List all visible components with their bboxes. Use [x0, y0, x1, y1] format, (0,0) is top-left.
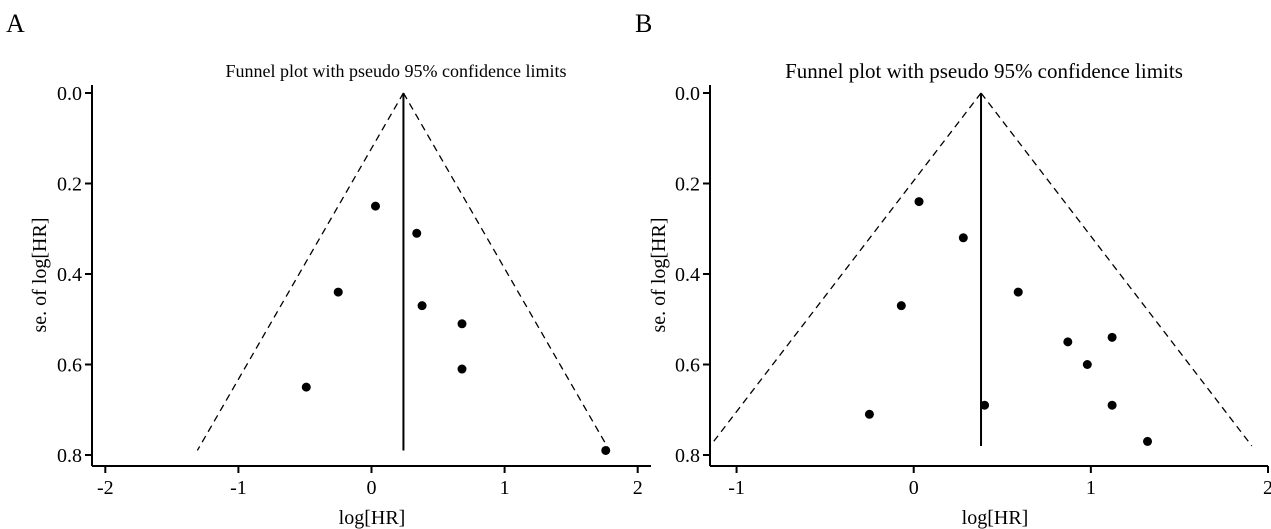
panel-a-x-tick-label: -1 — [230, 477, 247, 499]
panel-b-x-tick-label: 0 — [909, 477, 919, 499]
panel-b-label: B — [635, 9, 652, 38]
panel-b-study-point — [914, 197, 924, 207]
panel-b-study-point — [958, 233, 968, 243]
panel-b-study-point — [1082, 360, 1092, 369]
panel-b-y-tick-label: 0.0 — [675, 83, 700, 105]
panel-a-x-tick-label: 0 — [367, 477, 377, 499]
panel-b-y-axis-label: se. of log[HR] — [648, 218, 670, 333]
panel-a-x-tick-label: 2 — [633, 477, 643, 499]
panel-a-y-tick-label: 0.8 — [57, 445, 82, 467]
panel-a-y-tick-label: 0.0 — [57, 83, 82, 105]
panel-b-study-point — [1143, 436, 1153, 446]
panel-a-y-axis-label: se. of log[HR] — [29, 218, 51, 333]
panel-a-label: A — [6, 9, 25, 38]
panel-b-y-tick-label: 0.4 — [675, 264, 700, 286]
panel-b-study-point — [896, 301, 906, 311]
panel-a-plot-area: 0.0 0.2 0.4 0.6 0.8 -2 -1 0 1 2 — [57, 83, 651, 499]
panel-b-x-tick-label: 1 — [1086, 477, 1096, 499]
panel-a-study-point — [457, 319, 467, 329]
panel-a: A Funnel plot with pseudo 95% confidence… — [6, 9, 651, 529]
panel-b-funnel-right-limit — [980, 92, 1253, 447]
panel-b-study-point — [1107, 400, 1117, 410]
panel-a-title: Funnel plot with pseudo 95% confidence l… — [226, 61, 567, 81]
panel-b-title: Funnel plot with pseudo 95% confidence l… — [785, 59, 1183, 83]
panel-a-study-point — [412, 228, 422, 238]
panel-a-funnel-right-limit — [402, 92, 611, 451]
panel-a-y-tick-label: 0.6 — [57, 355, 82, 377]
panel-b-plot-area: 0.0 0.2 0.4 0.6 0.8 -1 0 1 2 — [675, 83, 1271, 499]
panel-b-y-tick-label: 0.6 — [675, 355, 700, 377]
panel-a-y-tick-label: 0.2 — [57, 174, 82, 196]
panel-a-study-point — [417, 301, 427, 311]
panel-a-study-point — [601, 445, 611, 455]
panel-b-x-tick-label: -1 — [728, 477, 745, 499]
panel-b: B Funnel plot with pseudo 95% confidence… — [635, 9, 1271, 529]
panel-a-x-tick-label: 1 — [500, 477, 510, 499]
panel-b-study-point — [980, 400, 990, 410]
panel-b-x-axis-label: log[HR] — [962, 507, 1029, 529]
panel-b-y-tick-label: 0.2 — [675, 174, 700, 196]
panel-a-x-tick-label: -2 — [97, 477, 114, 499]
panel-b-x-tick-label: 2 — [1263, 477, 1271, 499]
panel-a-y-tick-label: 0.4 — [57, 264, 82, 286]
panel-a-study-point — [457, 364, 467, 374]
panel-a-x-axis-label: log[HR] — [339, 507, 406, 529]
panel-b-funnel-left-limit — [709, 92, 982, 447]
panel-a-study-point — [370, 201, 380, 211]
panel-b-y-tick-label: 0.8 — [675, 445, 700, 467]
panel-a-study-point — [333, 287, 343, 297]
panel-a-study-point — [301, 382, 311, 392]
panel-b-study-point — [1107, 332, 1117, 342]
panel-b-study-point — [1013, 287, 1023, 297]
panel-a-funnel-left-limit — [196, 92, 405, 451]
panel-b-study-point — [864, 409, 874, 419]
panel-b-study-point — [1063, 337, 1073, 347]
